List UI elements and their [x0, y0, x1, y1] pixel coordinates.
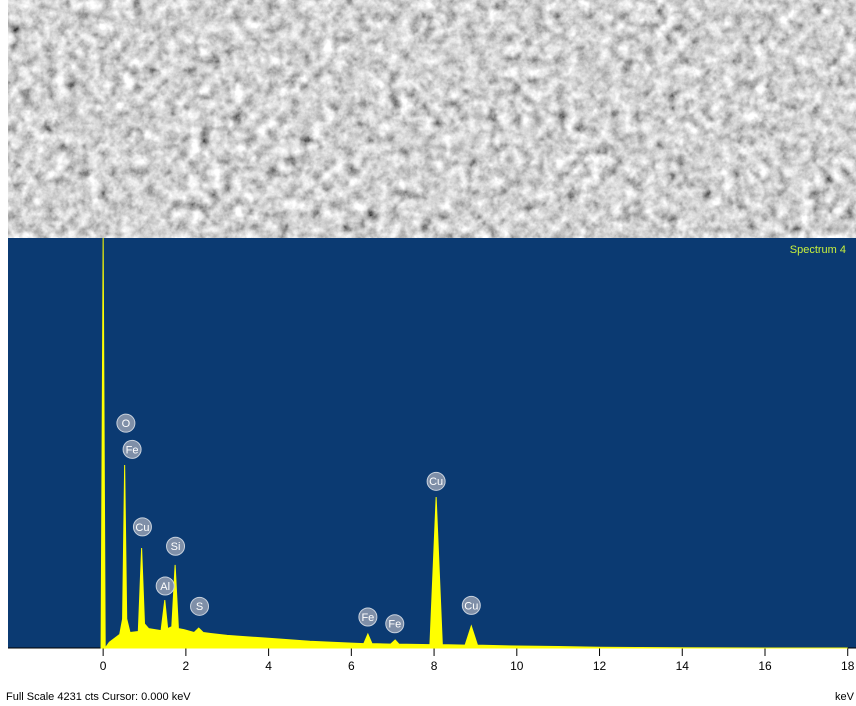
peak-label: Fe [388, 619, 401, 631]
peak-label: Cu [429, 476, 443, 488]
x-tick-label: 16 [758, 659, 772, 673]
peak-label-badge [358, 607, 378, 627]
footer: Full Scale 4231 cts Cursor: 0.000 keV [6, 691, 191, 703]
spectrum-title: Spectrum 4 [790, 244, 846, 256]
x-tick-label: 0 [100, 659, 107, 673]
peak-label-badge [461, 595, 481, 615]
x-tick-label: 14 [676, 659, 690, 673]
peak-label: Si [171, 541, 181, 553]
peak-label-badge [166, 536, 186, 556]
x-tick-label: 10 [510, 659, 524, 673]
plot-background [8, 238, 856, 648]
x-tick-label: 18 [841, 659, 855, 673]
peak-label-badge [122, 439, 142, 459]
peak-label-badge [132, 517, 152, 537]
peak-label-badge [426, 471, 446, 491]
sem-micrograph [8, 0, 856, 238]
x-tick-label: 6 [348, 659, 355, 673]
peak-label-badge [385, 614, 405, 634]
peak-label-badge [190, 596, 210, 616]
peak-label: Cu [464, 600, 478, 612]
x-tick-label: 4 [265, 659, 272, 673]
x-tick-label: 2 [183, 659, 190, 673]
peak-label: Fe [361, 612, 374, 624]
spectrum [100, 237, 848, 650]
peak-label: Al [160, 581, 170, 593]
peak-label: S [196, 601, 203, 613]
x-tick-label: 8 [431, 659, 438, 673]
peak-label: Fe [126, 444, 139, 456]
x-axis-label: keV [835, 691, 855, 703]
peak-label: Cu [135, 522, 149, 534]
peak-label-badge [116, 413, 136, 433]
peak-label: O [122, 418, 131, 430]
peak-label-badge [155, 576, 175, 596]
x-tick-label: 12 [593, 659, 607, 673]
